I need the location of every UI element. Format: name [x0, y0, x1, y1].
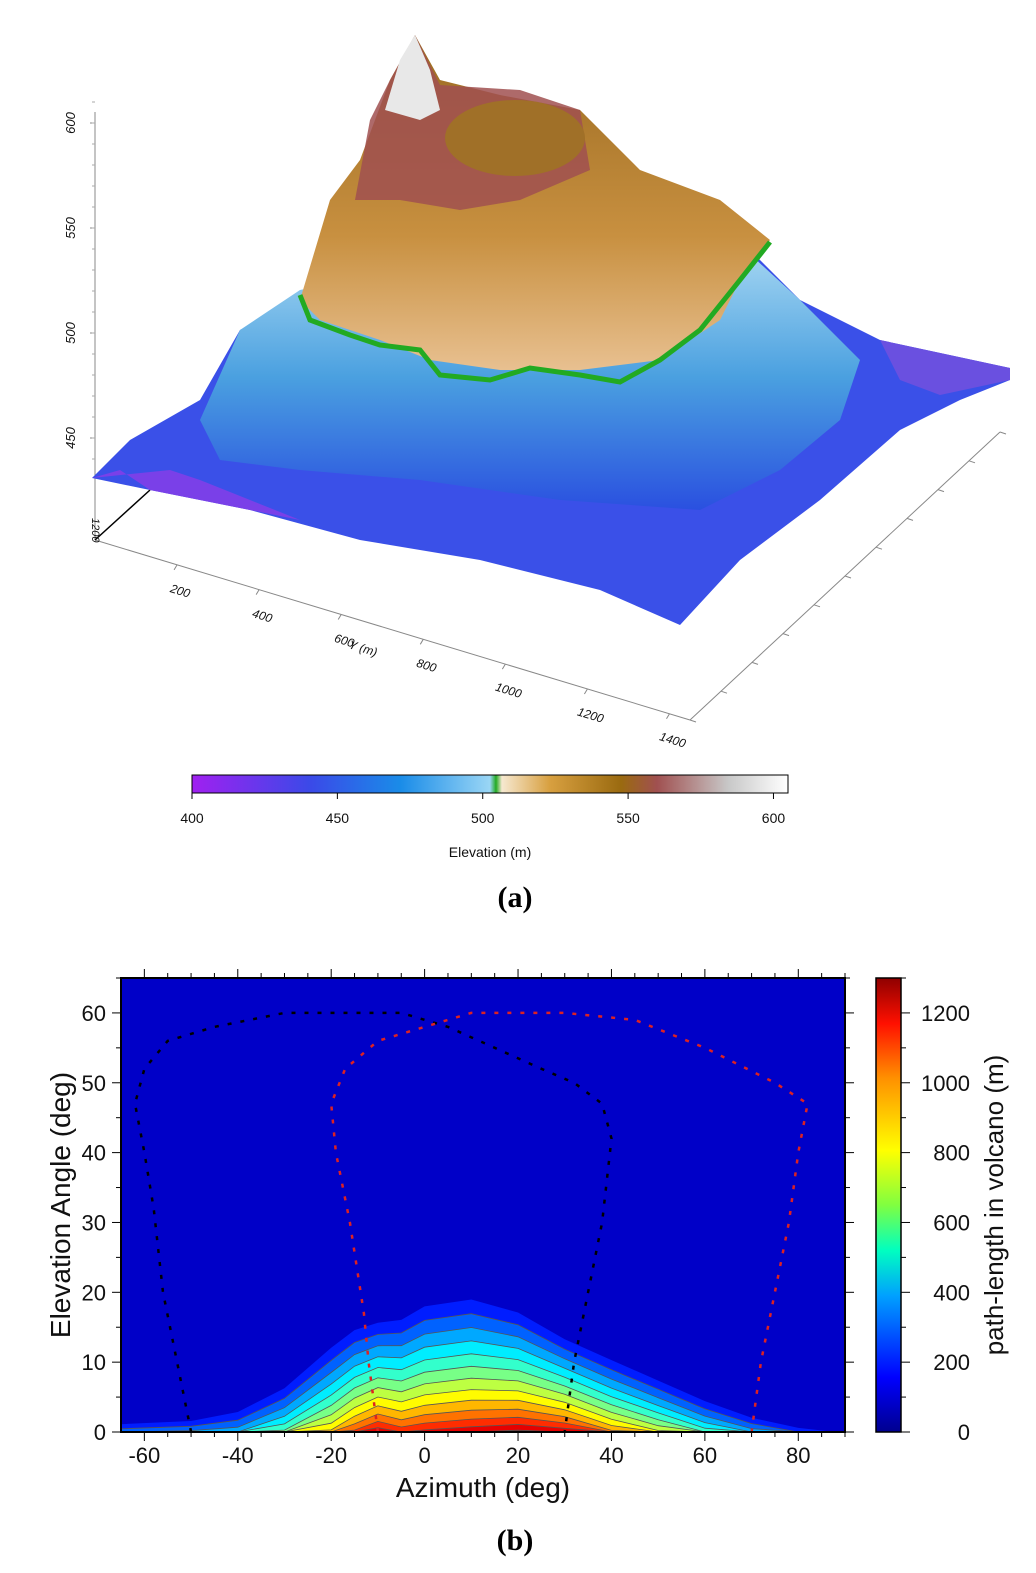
dashed-curves: [133, 1011, 809, 1433]
crater: [445, 100, 585, 176]
x-tick-label: 80: [786, 1443, 810, 1468]
y-tick-label: 800: [415, 656, 439, 675]
colorbar-tick-label: 1200: [921, 1001, 970, 1026]
y-tick-label: 1000: [494, 680, 524, 701]
x-tick: [782, 633, 790, 637]
colorbar-tick-label: 600: [762, 810, 786, 826]
colorbar-tick-label: 400: [933, 1280, 970, 1305]
colorbar-tick-label: 600: [933, 1210, 970, 1235]
colorbar-tick-label: 1000: [921, 1071, 970, 1096]
x-tick-label: -20: [315, 1443, 347, 1468]
y-tick: [419, 639, 424, 645]
x-tick: [689, 719, 697, 723]
z-tick-label: 500: [63, 321, 78, 343]
x-tick: [999, 431, 1007, 435]
x-tick: [937, 489, 945, 493]
x-tick: [844, 575, 852, 579]
x-axis-back-line: [94, 489, 151, 541]
x-tick: [968, 460, 976, 464]
y-axis-label: Elevation Angle (deg): [45, 1072, 76, 1338]
x-tick-label: 1200: [89, 518, 101, 543]
z-tick-label: 450: [63, 426, 78, 448]
y-tick-label: 1400: [658, 729, 688, 750]
x-tick-label: 0: [418, 1443, 430, 1468]
y-tick-label: 600: [333, 631, 357, 650]
y-tick-label: 40: [82, 1141, 106, 1166]
y-tick-label: 1200: [576, 705, 606, 726]
y-tick-label: 20: [82, 1280, 106, 1305]
colorbar-tick-label: 0: [958, 1420, 970, 1445]
colorbar-tick-label: 200: [933, 1350, 970, 1375]
x-tick-label: -40: [222, 1443, 254, 1468]
x-tick: [720, 690, 728, 694]
x-tick-label: 60: [693, 1443, 717, 1468]
colorbar-tick-label: 450: [326, 810, 350, 826]
y-tick: [501, 663, 506, 670]
y-tick-label: 0: [94, 1420, 106, 1445]
x-tick-label: 40: [599, 1443, 623, 1468]
colorbar-label: path-length in volcano (m): [979, 1055, 1009, 1356]
y-tick-label: 400: [251, 606, 275, 625]
y-tick-label: 200: [168, 581, 193, 601]
z-tick-label: 600: [63, 111, 78, 133]
terrain-surface: [92, 35, 1010, 625]
y-tick-label: 30: [82, 1210, 106, 1235]
caption-a: (a): [498, 881, 533, 914]
path-length-colorbar: [875, 977, 902, 1433]
x-axis-label: Azimuth (deg): [396, 1472, 570, 1503]
y-tick: [173, 564, 178, 571]
plot-frame: [120, 977, 846, 1433]
y-axis-label: Y (m): [347, 637, 379, 659]
colorbar-tick-label: 800: [933, 1141, 970, 1166]
x-tick-label: 20: [506, 1443, 530, 1468]
heatmap-bands: [120, 1299, 836, 1433]
y-axis-line: [94, 539, 691, 721]
colorbar-label: Elevation (m): [449, 844, 531, 860]
dashed-curve: [329, 1011, 809, 1433]
y-tick: [666, 713, 670, 720]
x-tick-label: -60: [128, 1443, 160, 1468]
contour-505m: [297, 240, 772, 385]
z-tick-label: 550: [63, 216, 78, 238]
y-tick-label: 50: [82, 1071, 106, 1096]
y-tick: [255, 589, 260, 595]
caption-b: (b): [497, 1524, 534, 1557]
colorbar-tick-label: 550: [616, 810, 640, 826]
y-tick-label: 60: [82, 1001, 106, 1026]
panel-a: 450 500 550 600 200 400 600 800 1000 1200 1400 12…: [63, 35, 1010, 914]
x-tick: [751, 661, 759, 665]
x-tick: [906, 517, 914, 521]
colorbar-tick-label: 400: [180, 810, 204, 826]
y-tick: [337, 614, 342, 620]
colorbar-tick-label: 500: [471, 810, 495, 826]
x-tick: [875, 546, 883, 550]
y-tick-label: 10: [82, 1350, 106, 1375]
elevation-colorbar: [191, 774, 789, 794]
y-tick: [583, 688, 588, 695]
x-tick: [813, 604, 821, 608]
